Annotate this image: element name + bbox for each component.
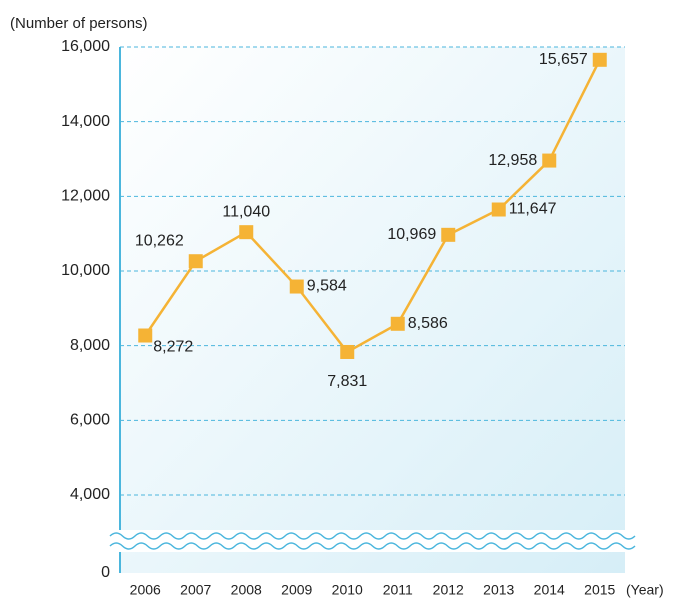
data-label: 8,586 bbox=[408, 315, 448, 332]
x-tick-label: 2012 bbox=[433, 582, 464, 598]
x-axis-label: (Year) bbox=[626, 582, 664, 598]
x-tick-label: 2009 bbox=[281, 582, 312, 598]
data-label: 10,262 bbox=[135, 232, 184, 249]
data-label: 12,958 bbox=[488, 152, 537, 169]
grid bbox=[120, 46, 625, 496]
y-tick-label: 4,000 bbox=[70, 486, 110, 503]
y-tick-label: 0 bbox=[101, 564, 110, 581]
data-label: 15,657 bbox=[539, 51, 588, 68]
marker bbox=[491, 202, 506, 217]
data-label: 10,969 bbox=[387, 226, 436, 243]
marker bbox=[188, 254, 203, 269]
data-label: 7,831 bbox=[327, 373, 367, 390]
marker bbox=[542, 153, 557, 168]
x-tick-label: 2013 bbox=[483, 582, 514, 598]
axis-break bbox=[109, 542, 636, 550]
marker bbox=[289, 279, 304, 294]
y-tick-label: 10,000 bbox=[61, 262, 110, 279]
marker bbox=[592, 52, 607, 67]
marker bbox=[138, 328, 153, 343]
data-label: 9,584 bbox=[307, 278, 347, 295]
y-tick-label: 6,000 bbox=[70, 412, 110, 429]
x-tick-label: 2006 bbox=[130, 582, 161, 598]
data-label: 8,272 bbox=[153, 339, 193, 356]
plot-area bbox=[120, 47, 625, 573]
x-tick-label: 2010 bbox=[332, 582, 363, 598]
x-tick-label: 2015 bbox=[584, 582, 615, 598]
marker bbox=[390, 316, 405, 331]
marker bbox=[441, 227, 456, 242]
x-tick-label: 2008 bbox=[231, 582, 262, 598]
y-tick-label: 8,000 bbox=[70, 337, 110, 354]
y-axis-label: (Number of persons) bbox=[10, 15, 148, 32]
y-tick-label: 14,000 bbox=[61, 113, 110, 130]
line bbox=[144, 59, 601, 354]
axis-break-band bbox=[108, 530, 638, 552]
y-tick-label: 16,000 bbox=[61, 38, 110, 55]
x-tick-label: 2011 bbox=[383, 582, 413, 598]
marker bbox=[239, 225, 254, 240]
data-label: 11,040 bbox=[222, 203, 270, 220]
y-tick-label: 12,000 bbox=[61, 188, 110, 205]
x-tick-label: 2007 bbox=[180, 582, 211, 598]
x-tick-label: 2014 bbox=[534, 582, 565, 598]
axis-break bbox=[109, 532, 636, 540]
marker bbox=[340, 344, 355, 359]
data-label: 11,647 bbox=[509, 201, 557, 218]
